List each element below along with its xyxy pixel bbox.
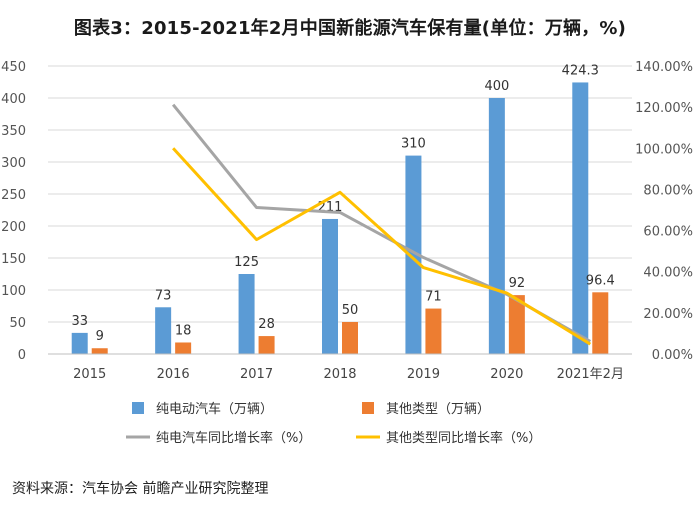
bar	[71, 332, 88, 354]
y-tick-label: 350	[1, 124, 26, 139]
y2-tick-label: 0.00%	[652, 348, 693, 363]
bar	[425, 308, 442, 354]
bar	[91, 348, 108, 354]
x-tick-label: 2017	[240, 367, 273, 382]
series-line	[172, 147, 592, 346]
bar-value-label: 125	[234, 255, 259, 270]
y2-tick-label: 120.00%	[635, 101, 693, 116]
source-note: 资料来源：汽车协会 前瞻产业研究院整理	[12, 481, 269, 497]
bar-value-label: 33	[71, 314, 88, 329]
bar-value-label: 96.4	[586, 273, 615, 288]
bar-value-label: 73	[155, 288, 172, 303]
legend-swatch	[362, 402, 374, 414]
y2-tick-label: 60.00%	[643, 225, 693, 240]
bar	[322, 218, 338, 354]
bar-value-label: 9	[96, 329, 104, 344]
legend-label: 其他类型（万辆）	[386, 402, 490, 417]
bar-value-label: 400	[484, 79, 509, 94]
x-tick-label: 2015	[73, 367, 106, 382]
bar	[592, 292, 609, 354]
bar	[238, 274, 255, 354]
x-tick-label: 2019	[407, 367, 440, 382]
bar	[488, 98, 505, 354]
bar	[342, 322, 358, 354]
y-tick-label: 0	[18, 348, 26, 363]
y2-tick-label: 20.00%	[643, 307, 693, 322]
bar-value-label: 92	[509, 276, 526, 291]
bar-value-label: 50	[342, 303, 359, 318]
bar-value-label: 310	[401, 137, 426, 152]
chart-title: 图表3：2015-2021年2月中国新能源汽车保有量(单位：万辆，%)	[73, 18, 627, 39]
bar	[155, 307, 172, 354]
x-tick-label: 2016	[157, 367, 190, 382]
y-tick-label: 100	[1, 284, 26, 299]
y-tick-label: 400	[1, 92, 26, 107]
bar	[175, 342, 192, 354]
bar	[572, 82, 589, 354]
y-tick-label: 250	[1, 188, 26, 203]
x-tick-label: 2018	[323, 367, 356, 382]
legend-label: 其他类型同比增长率（%）	[386, 430, 541, 446]
bar	[405, 155, 422, 354]
x-tick-label: 2021年2月	[557, 367, 624, 382]
legend-label: 纯电汽车同比增长率（%）	[156, 430, 311, 446]
bar-value-label: 28	[258, 317, 275, 332]
bar-value-label: 71	[425, 290, 442, 305]
y-tick-label: 200	[1, 220, 26, 235]
legend-swatch	[132, 402, 144, 414]
y-tick-label: 50	[9, 316, 26, 331]
y-tick-label: 150	[1, 252, 26, 267]
bar	[508, 295, 525, 354]
x-tick-label: 2020	[490, 367, 523, 382]
bar-value-label: 424.3	[562, 63, 599, 78]
legend-label: 纯电动汽车（万辆）	[156, 401, 273, 417]
bar-value-label: 18	[175, 323, 192, 338]
y2-tick-label: 140.00%	[635, 60, 693, 75]
y2-tick-label: 40.00%	[643, 266, 693, 281]
y-tick-label: 300	[1, 156, 26, 171]
y-tick-label: 450	[1, 60, 26, 75]
bar	[258, 336, 275, 354]
y2-tick-label: 80.00%	[643, 183, 693, 198]
y2-tick-label: 100.00%	[635, 142, 693, 157]
